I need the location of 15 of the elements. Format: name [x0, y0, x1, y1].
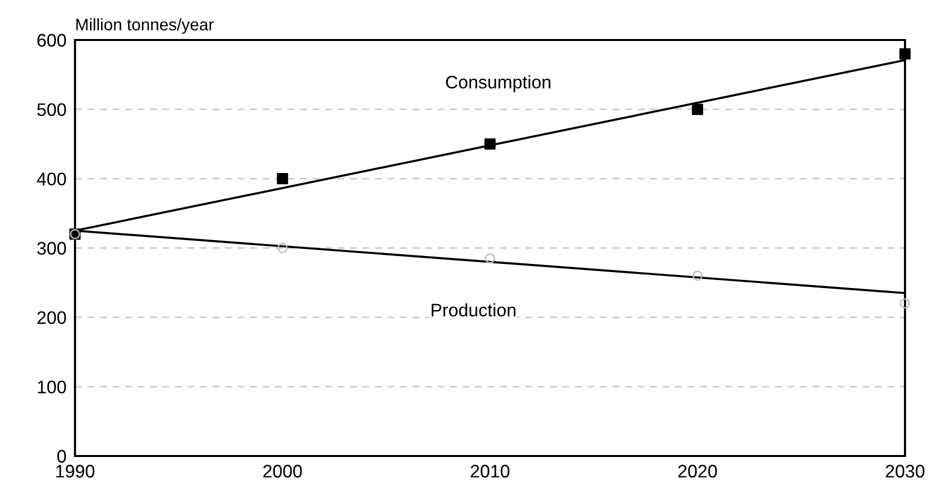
y-tick-label: 400	[36, 172, 66, 186]
y-tick-label: 600	[37, 34, 66, 47]
annotation: Consumption	[446, 75, 550, 92]
x-tick-label: 2010	[470, 464, 510, 478]
annotation: Production	[432, 303, 516, 316]
y-tick-label: 200	[37, 311, 66, 324]
y-tick-label: 300	[37, 242, 66, 255]
y-tick-label: 0	[57, 450, 66, 463]
y-tick-label: 100	[38, 380, 66, 394]
y-axis-title: Million tonnes/year	[76, 18, 214, 34]
x-tick-label: 1990	[56, 464, 94, 478]
x-tick-label: 2030	[886, 464, 924, 478]
x-tick-label: 2020	[678, 464, 717, 478]
y-tick-label: 500	[37, 103, 66, 116]
x-tick-label: 2000	[263, 464, 302, 478]
